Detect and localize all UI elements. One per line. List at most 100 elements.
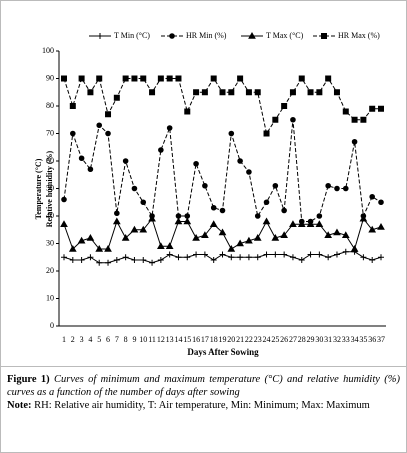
point <box>166 125 173 131</box>
point <box>272 251 279 258</box>
x-tick-label: 17 <box>201 335 209 344</box>
point <box>112 217 121 225</box>
point <box>324 231 333 238</box>
y-tick-label: 40 <box>46 211 54 220</box>
point <box>96 122 103 129</box>
point <box>175 75 182 82</box>
figure-caption: Figure 1) Curves of minimum and maximum … <box>7 373 400 399</box>
point <box>316 213 323 219</box>
x-tick-label: 6 <box>106 335 110 344</box>
point <box>210 204 217 211</box>
point <box>165 242 174 249</box>
point <box>341 231 350 238</box>
point <box>157 257 164 263</box>
point <box>378 105 384 112</box>
point <box>325 75 332 82</box>
point <box>368 225 377 233</box>
caption-text: Curves of minimum and maximum temperatur… <box>7 374 400 398</box>
x-label: Days After Sowing <box>187 347 259 357</box>
point <box>307 89 314 96</box>
point <box>60 220 68 227</box>
x-tick-label: 9 <box>132 335 136 344</box>
legend-label: HR Max (%) <box>338 31 380 40</box>
point <box>289 89 296 96</box>
point <box>378 199 384 206</box>
point <box>158 147 164 153</box>
point <box>140 257 147 263</box>
point <box>174 217 183 225</box>
point <box>236 239 244 247</box>
x-tick-label: 29 <box>307 335 315 344</box>
series-line <box>63 119 382 222</box>
point <box>70 130 76 137</box>
caption-label: Figure 1) <box>7 374 50 385</box>
x-tick-label: 31 <box>324 335 332 344</box>
legend-label: T Max (°C) <box>266 31 304 40</box>
point <box>289 254 296 261</box>
point <box>131 75 138 82</box>
point <box>298 257 305 263</box>
legend-label: T Min (°C) <box>114 31 150 40</box>
point <box>61 75 67 82</box>
point <box>193 160 199 167</box>
point <box>333 251 340 258</box>
y-tick-label: 100 <box>42 46 54 55</box>
point <box>272 116 279 123</box>
x-tick-label: 37 <box>377 335 385 344</box>
point <box>263 130 270 137</box>
point <box>87 166 94 173</box>
point <box>245 254 252 261</box>
point <box>316 89 323 96</box>
point <box>227 244 236 252</box>
point <box>218 228 227 236</box>
point <box>350 244 359 252</box>
point <box>271 233 280 241</box>
x-tick-label: 35 <box>359 335 367 344</box>
point <box>209 220 218 227</box>
point <box>359 214 368 222</box>
legend-marker <box>321 33 327 39</box>
point <box>333 228 341 236</box>
point <box>360 116 367 123</box>
x-tick-label: 36 <box>368 335 376 344</box>
x-tick-label: 2 <box>71 335 75 344</box>
point <box>228 89 235 96</box>
point <box>113 257 120 263</box>
y-tick-label: 10 <box>46 293 54 302</box>
point <box>272 182 279 189</box>
point <box>61 254 67 261</box>
y-tick-label: 30 <box>46 238 54 247</box>
x-tick-label: 7 <box>115 335 119 344</box>
point <box>114 210 120 217</box>
series-line <box>63 77 381 135</box>
point <box>131 257 138 263</box>
x-tick-label: 19 <box>219 335 227 344</box>
x-tick-label: 28 <box>298 335 306 344</box>
point <box>228 130 235 137</box>
x-tick-label: 8 <box>124 335 128 344</box>
note-text: RH: Relative air humidity, T: Air temper… <box>34 400 370 411</box>
point <box>342 185 349 192</box>
point <box>68 244 77 252</box>
point <box>104 244 112 252</box>
x-tick-label: 34 <box>351 335 359 344</box>
point <box>378 254 384 261</box>
separator <box>1 366 406 367</box>
point <box>184 108 191 115</box>
y-label-line: Temperature (°C) <box>34 158 43 219</box>
point <box>131 185 138 192</box>
x-tick-label: 32 <box>333 335 341 344</box>
point <box>113 94 120 101</box>
point <box>289 220 297 227</box>
point <box>377 222 385 230</box>
point <box>254 89 261 96</box>
point <box>219 251 226 258</box>
x-tick-label: 22 <box>245 335 253 344</box>
point <box>78 155 85 162</box>
legend-marker <box>97 33 103 39</box>
point <box>237 158 243 164</box>
x-tick-label: 5 <box>97 335 101 344</box>
legend-marker <box>248 31 256 39</box>
y-tick-label: 80 <box>46 101 54 110</box>
